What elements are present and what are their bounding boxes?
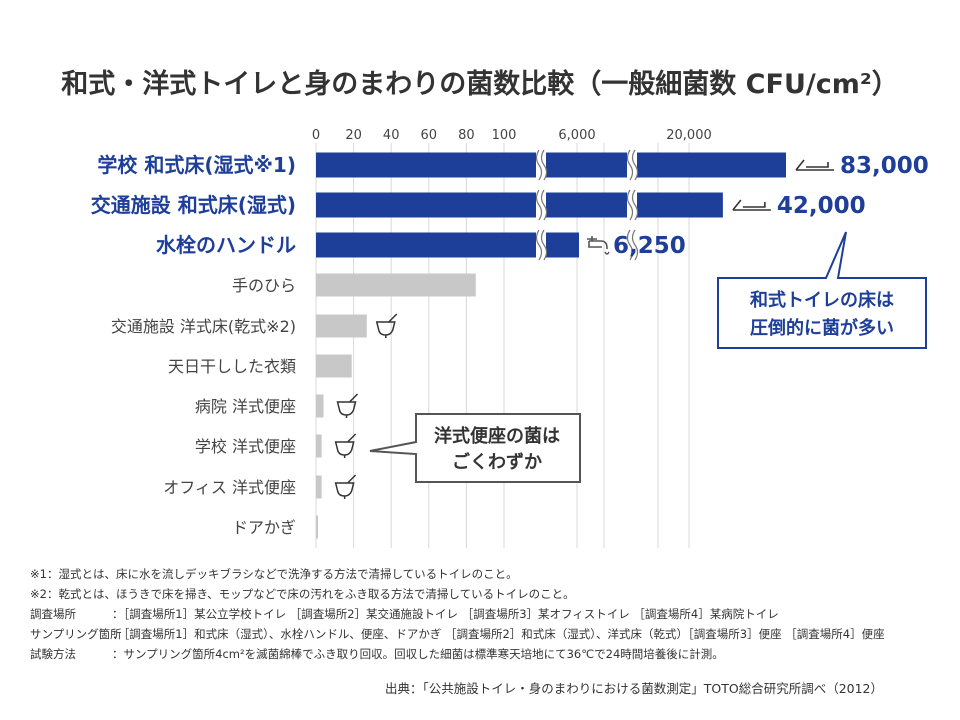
axis-break-gap (627, 190, 637, 220)
survey-row: 調査場所 ：［調査場所1］某公立学校トイレ ［調査場所2］某交通施設トイレ ［調査… (30, 604, 950, 624)
category-labels: 学校 和式床(湿式※1) 交通施設 和式床(湿式) 水栓のハンドル手のひら交通施設 … (91, 153, 296, 537)
callout-squat-line1: 和式トイレの床は (750, 289, 894, 311)
x-tick-label: 20 (345, 128, 362, 143)
bar (316, 515, 318, 539)
callout-squat: 和式トイレの床は 圧倒的に菌が多い (717, 231, 927, 349)
x-tick-label: 100 (492, 128, 517, 143)
axis-break-gap (627, 150, 637, 180)
value-labels: 83,000 42,000 6,250 (613, 153, 929, 259)
category-label: 天日干しした衣類 (168, 357, 296, 376)
category-label: 病院 洋式便座 (195, 397, 296, 416)
category-label: 交通施設 洋式床(乾式※2) (111, 317, 296, 336)
category-label: 水栓のハンドル (156, 233, 296, 257)
method-label: 試験方法 (30, 647, 76, 661)
axis-break-mark (535, 229, 548, 261)
x-tick-label: 40 (383, 128, 400, 143)
axis-break-mark (626, 149, 639, 181)
note-1: ※1：湿式とは、床に水を流しデッキブラシなどで洗浄する方法で清掃しているトイレの… (30, 567, 518, 581)
category-label: 学校 和式床(湿式※1) (97, 153, 296, 177)
axis-break-mark (535, 149, 548, 181)
squat-toilet-icon (732, 199, 771, 211)
x-tick-label: 20,000 (666, 128, 712, 143)
toilet-icon (336, 393, 359, 418)
category-label: オフィス 洋式便座 (163, 478, 296, 497)
survey-text: ：［調査場所1］某公立学校トイレ ［調査場所2］某交通施設トイレ ［調査場所3］… (112, 607, 779, 621)
chart-title: 和式・洋式トイレと身のまわりの菌数比較（一般細菌数 CFU/cm²） (61, 68, 898, 100)
axis-break-mark (626, 229, 639, 261)
callout-western-line2: ごくわずか (452, 451, 542, 473)
value-label: 6,250 (613, 233, 686, 259)
axis-break-gap (536, 150, 546, 180)
bacteria-comparison-chart: 和式・洋式トイレと身のまわりの菌数比較（一般細菌数 CFU/cm²） 0 20 40… (61, 68, 929, 548)
x-tick-label: 60 (421, 128, 438, 143)
axis-break-gap (536, 230, 546, 260)
callout-western: 洋式便座の菌は ごくわずか (369, 413, 581, 483)
value-label: 42,000 (777, 193, 866, 219)
toilet-icon (375, 313, 398, 338)
callout-squat-line2: 圧倒的に菌が多い (750, 317, 894, 339)
axis-break-mark (626, 189, 639, 221)
callout-squat-box (717, 231, 927, 349)
bar (316, 475, 322, 499)
callout-western-line1: 洋式便座の菌は (434, 425, 560, 447)
bar (316, 273, 476, 297)
source-citation: 出典：「公共施設トイレ・身のまわりにおける菌数測定」TOTO総合研究所調べ（20… (385, 681, 884, 696)
x-tick-label: 80 (458, 128, 475, 143)
axis-break-gap (627, 230, 637, 260)
note-2: ※2：乾式とは、ほうきで床を掃き、モップなどで床の汚れをふき取る方法で清掃してい… (30, 587, 575, 601)
icons (334, 159, 834, 499)
bars (316, 152, 786, 539)
method-row: 試験方法 ：サンプリング箇所4cm²を滅菌綿棒でふき取り回収。回収した細菌は標準寒… (30, 644, 950, 664)
method-text: ：サンプリング箇所4cm²を滅菌綿棒でふき取り回収。回収した細菌は標準寒天培地に… (112, 647, 724, 661)
axis-break-mark (535, 189, 548, 221)
sampling-label: サンプリング箇所 (30, 627, 122, 641)
sampling-row: サンプリング箇所：［調査場所1］和式床（湿式）、水栓ハンドル、便座、ドアかぎ ［… (30, 624, 950, 644)
bar (316, 232, 579, 258)
category-label: ドアかぎ (232, 518, 296, 537)
bar (316, 152, 786, 178)
x-axis-ticks: 0 20 40 60 80 100 6,000 20,000 (312, 128, 712, 143)
category-label: 交通施設 和式床(湿式) (91, 193, 296, 217)
axis-break-gap (536, 190, 546, 220)
faucet-icon (587, 236, 610, 255)
bar (316, 434, 322, 458)
callout-western-box (369, 413, 581, 483)
bar (316, 394, 324, 418)
axis-breaks (535, 149, 639, 261)
survey-label: 調査場所 (30, 607, 76, 621)
footnotes: ※1：湿式とは、床に水を流しデッキブラシなどで洗浄する方法で清掃しているトイレの… (30, 564, 950, 664)
category-label: 学校 洋式便座 (195, 437, 296, 456)
bar (316, 192, 723, 218)
toilet-icon (334, 433, 357, 458)
x-tick-label: 6,000 (558, 128, 595, 143)
value-label: 83,000 (840, 153, 929, 179)
squat-toilet-icon (795, 159, 834, 171)
bar (316, 354, 352, 378)
x-tick-label: 0 (312, 128, 320, 143)
sampling-text: ：［調査場所1］和式床（湿式）、水栓ハンドル、便座、ドアかぎ ［調査場所2］和式… (112, 627, 885, 641)
bar (316, 314, 367, 338)
category-label: 手のひら (232, 276, 296, 295)
toilet-icon (334, 474, 357, 499)
